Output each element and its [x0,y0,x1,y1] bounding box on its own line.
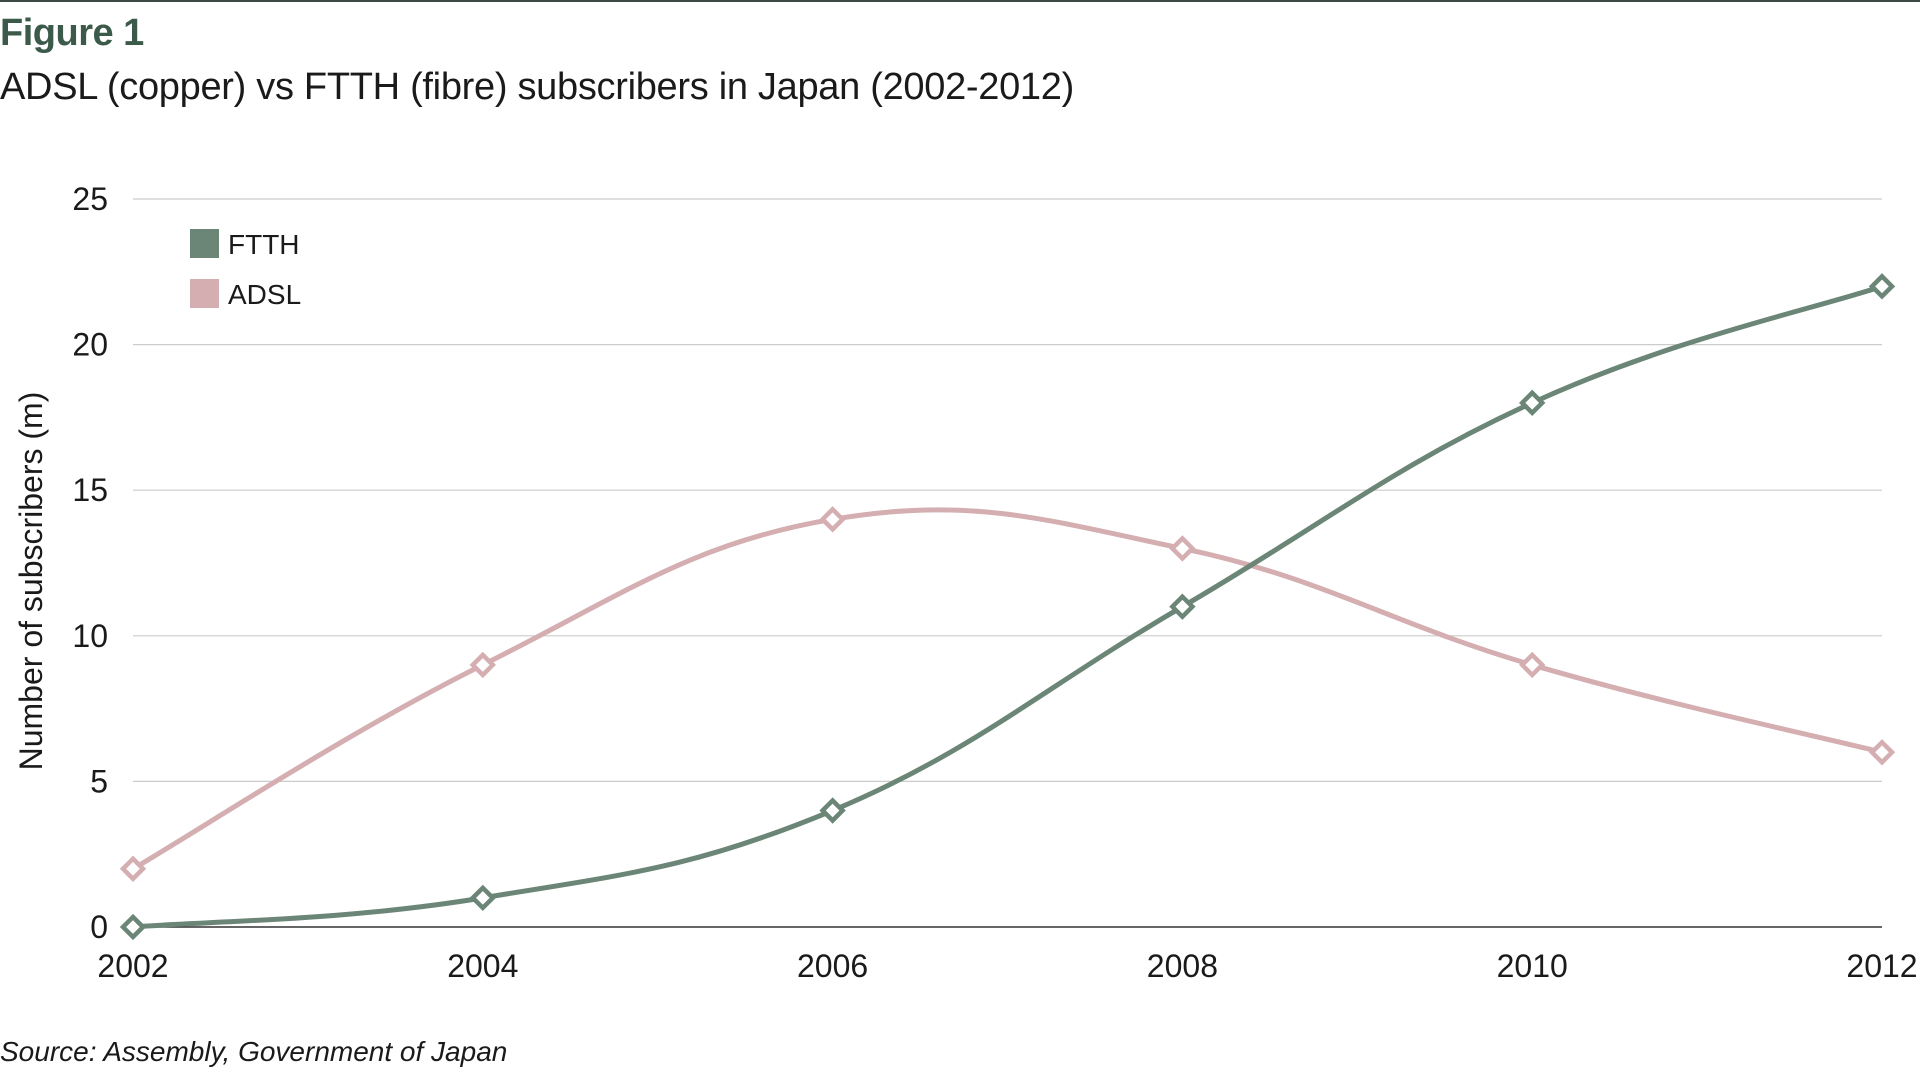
series-markers [119,273,1896,941]
y-tick-label: 10 [72,618,108,654]
x-tick-label: 2006 [797,948,868,984]
data-point-ftth-2010 [1519,389,1546,417]
data-point-adsl-2002 [119,855,147,882]
y-tick-label: 5 [90,763,108,799]
data-point-adsl-2004 [469,651,496,679]
data-point-adsl-2012 [1868,739,1896,766]
figure-title: ADSL (copper) vs FTTH (fibre) subscriber… [0,66,1074,108]
y-tick-label: 15 [72,472,108,508]
legend-swatch-adsl [190,279,219,308]
data-point-adsl-2010 [1519,651,1546,679]
x-tick-label: 2004 [447,948,518,984]
series-line-ftth [130,283,1885,930]
source-note: Source: Assembly, Government of Japan [0,1036,508,1067]
legend-label-adsl: ADSL [228,279,301,310]
y-axis-title: Number of subscribers (m) [13,392,49,771]
figure-label: Figure 1 [0,12,144,54]
axis-labels: 0 5 10 15 20 25 2002 2004 2006 2008 2010 2012 Number… [13,181,1918,984]
data-point-adsl-2008 [1169,535,1196,562]
x-tick-label: 2012 [1846,948,1917,984]
legend-label-ftth: FTTH [228,229,300,260]
top-rule [0,0,1920,2]
data-point-ftth-2006 [819,797,846,824]
data-point-ftth-2008 [1169,593,1196,620]
x-tick-label: 2008 [1147,948,1218,984]
x-tick-label: 2002 [97,948,168,984]
legend-swatch-ftth [190,229,219,258]
data-point-ftth-2002 [119,913,147,941]
y-tick-label: 20 [72,327,108,363]
series-lines [130,283,1885,930]
x-tick-label: 2010 [1497,948,1568,984]
series-line-adsl [130,507,1885,872]
legend: FTTH ADSL [190,229,301,310]
data-point-ftth-2004 [469,884,496,912]
data-point-adsl-2006 [819,506,846,533]
gridlines [133,198,1882,783]
data-point-ftth-2012 [1868,273,1896,300]
y-tick-label: 25 [72,181,108,217]
y-tick-label: 0 [90,909,108,945]
